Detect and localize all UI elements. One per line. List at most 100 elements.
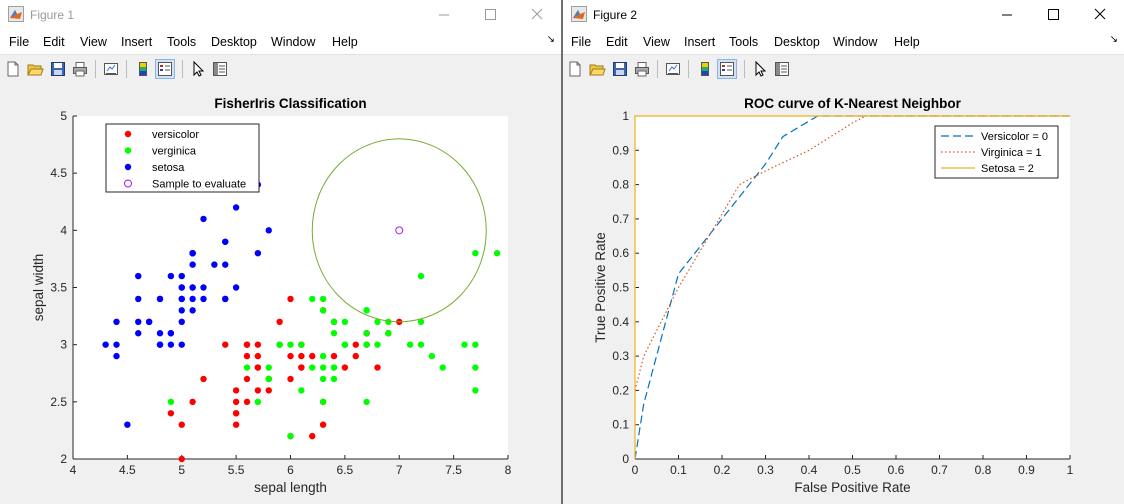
setosa-point [178, 318, 185, 325]
menu-tools[interactable]: Tools [167, 35, 197, 49]
menu-window[interactable]: Window [833, 35, 878, 49]
verginica-point [374, 341, 381, 348]
close-icon [1094, 8, 1106, 20]
menu-view[interactable]: View [80, 35, 107, 49]
roc-line-solid [634, 115, 1070, 459]
menu-desktop[interactable]: Desktop [774, 35, 820, 49]
verginica-point [319, 398, 327, 406]
x-axis-label: False Positive Rate [794, 480, 910, 495]
minimize-button[interactable] [421, 0, 467, 30]
print-icon[interactable] [71, 60, 89, 78]
setosa-point [232, 204, 240, 211]
menu-view[interactable]: View [643, 35, 670, 49]
legend-icon[interactable] [717, 59, 737, 79]
menu-insert[interactable]: Insert [684, 35, 716, 49]
setosa-point [232, 284, 240, 291]
sample-point [395, 226, 404, 235]
y-tick-label: 0 [622, 452, 629, 466]
maximize-button[interactable] [467, 0, 513, 30]
x-tick-label: 8 [505, 463, 512, 477]
verginica-point [330, 330, 338, 337]
minimize-icon [1002, 14, 1012, 16]
maximize-button[interactable] [1030, 0, 1076, 30]
verginica-point [276, 341, 283, 348]
setosa-point [200, 215, 207, 223]
new-figure-icon[interactable] [4, 60, 22, 78]
menu-desktop[interactable]: Desktop [211, 35, 257, 49]
figure-canvas[interactable]: 4 4.5 5 5.5 6 6.5 7 7.5 8 2 2.5 3 3.5 4 4.5 5 FisherIris… [0, 83, 561, 504]
versicolor-point [352, 352, 359, 360]
property-editor-icon[interactable] [773, 60, 791, 78]
setosa-point [113, 318, 120, 325]
menu-help[interactable]: Help [894, 35, 920, 49]
menu-help[interactable]: Help [332, 35, 358, 49]
versicolor-point [254, 364, 262, 371]
pointer-icon[interactable] [189, 60, 207, 78]
title-bar[interactable]: Figure 1 [0, 0, 561, 30]
link-plot-icon[interactable] [102, 60, 120, 78]
menu-edit[interactable]: Edit [43, 35, 65, 49]
setosa-point [178, 307, 185, 314]
new-figure-icon[interactable] [566, 60, 584, 78]
menu-overflow-icon[interactable]: ↘ [546, 34, 555, 45]
setosa-point [135, 330, 142, 337]
verginica-point [461, 341, 468, 348]
link-plot-icon[interactable] [664, 60, 682, 78]
toolbar-separator [182, 60, 183, 78]
setosa-point [222, 238, 229, 245]
menu-file[interactable]: File [9, 35, 30, 49]
toolbar-separator [688, 60, 689, 78]
minimize-button[interactable] [984, 0, 1030, 30]
roc-axes-svg[interactable]: 0 0.1 0.2 0.3 0.4 0.5 0.6 0.7 0.8 0.9 1 0 0.1 0.2 0.3 0… [563, 83, 1124, 504]
legend-entry: Setosa = 2 [981, 163, 1034, 175]
setosa-point [189, 307, 196, 314]
colorbar-icon[interactable] [696, 60, 714, 78]
verginica-point [363, 398, 370, 406]
x-axis-label: sepal length [254, 480, 327, 495]
y-tick-label: 0.9 [612, 143, 629, 157]
pointer-icon[interactable] [751, 60, 769, 78]
verginica-point [363, 307, 370, 314]
print-icon[interactable] [633, 60, 651, 78]
versicolor-point [298, 364, 305, 371]
open-file-icon[interactable] [26, 60, 44, 78]
legend-icon[interactable] [155, 59, 175, 79]
x-tick-label: 0.9 [1018, 463, 1035, 477]
verginica-point [330, 375, 338, 383]
window-title: Figure 1 [30, 8, 75, 22]
x-tick-label: 0.4 [801, 463, 818, 477]
y-tick-label: 0.7 [612, 212, 629, 226]
setosa-point [145, 318, 153, 325]
y-tick-label: 0.6 [612, 246, 629, 260]
x-tick-label: 0.6 [888, 463, 905, 477]
menu-tools[interactable]: Tools [729, 35, 759, 49]
menu-edit[interactable]: Edit [606, 35, 628, 49]
setosa-point [102, 341, 109, 348]
setosa-point [211, 261, 218, 268]
y-tick-label: 2.5 [50, 395, 67, 409]
title-bar[interactable]: Figure 2 [563, 0, 1124, 30]
save-icon[interactable] [49, 60, 67, 78]
legend-entry: setosa [152, 162, 185, 174]
legend-marker [124, 163, 132, 171]
menu-bar: File Edit View Insert Tools Desktop Wind… [563, 30, 1124, 54]
legend-marker [124, 147, 132, 154]
verginica-point [472, 364, 479, 371]
setosa-point [156, 295, 164, 303]
close-button[interactable] [514, 0, 560, 30]
property-editor-icon[interactable] [211, 60, 229, 78]
open-file-icon[interactable] [588, 60, 606, 78]
colorbar-icon[interactable] [134, 60, 152, 78]
figure-canvas[interactable]: 0 0.1 0.2 0.3 0.4 0.5 0.6 0.7 0.8 0.9 1 0 0.1 0.2 0.3 0… [563, 83, 1124, 504]
menu-file[interactable]: File [571, 35, 592, 49]
scatter-axes-svg[interactable]: 4 4.5 5 5.5 6 6.5 7 7.5 8 2 2.5 3 3.5 4 4.5 5 FisherIris… [0, 83, 561, 504]
menu-window[interactable]: Window [271, 35, 316, 49]
verginica-point [363, 341, 370, 348]
versicolor-point [243, 398, 251, 406]
save-icon[interactable] [611, 60, 629, 78]
verginica-point [417, 272, 425, 280]
menu-overflow-icon[interactable]: ↘ [1109, 34, 1118, 45]
x-tick-label: 0.7 [931, 463, 948, 477]
menu-insert[interactable]: Insert [121, 35, 153, 49]
close-button[interactable] [1077, 0, 1123, 30]
